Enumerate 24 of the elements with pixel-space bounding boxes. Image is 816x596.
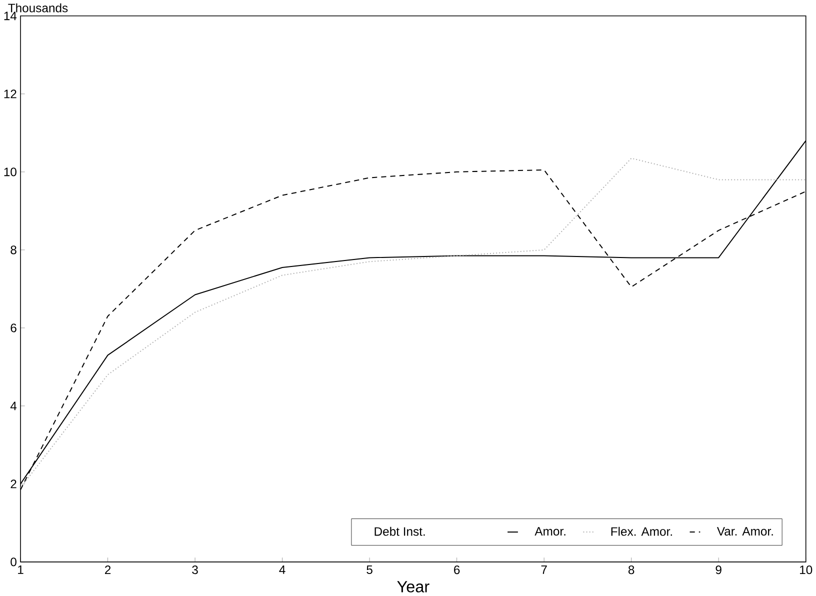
y-tick-label: 0	[10, 558, 16, 566]
x-tick-label: 10	[800, 566, 812, 574]
x-tick-label: 5	[366, 566, 372, 574]
y-tick-label: 10	[4, 168, 16, 176]
y-tick-label: 4	[10, 402, 17, 410]
y-tick-label: 6	[10, 324, 16, 332]
legend-label: Var. Amor.	[716, 527, 773, 536]
x-axis-title: Year	[397, 581, 430, 593]
x-tick-label: 6	[454, 566, 460, 574]
x-tick-label: 8	[628, 566, 634, 574]
x-tick-label: 4	[279, 566, 286, 574]
y-tick-label: 2	[10, 480, 16, 488]
x-tick-label: 7	[541, 566, 547, 574]
y-tick-label: 12	[4, 90, 16, 98]
y-axis-title: Thousands	[8, 3, 68, 12]
legend-label: Amor.	[534, 527, 566, 536]
x-tick-label: 3	[192, 566, 198, 574]
legend-title: Debt Inst.	[374, 526, 425, 536]
x-tick-label: 2	[104, 566, 111, 574]
legend-label: Flex. Amor.	[611, 526, 672, 536]
y-tick-label: 14	[4, 12, 17, 20]
y-tick-label: 8	[10, 246, 16, 254]
x-tick-label: 9	[716, 566, 722, 574]
x-tick-label: 1	[18, 566, 24, 574]
